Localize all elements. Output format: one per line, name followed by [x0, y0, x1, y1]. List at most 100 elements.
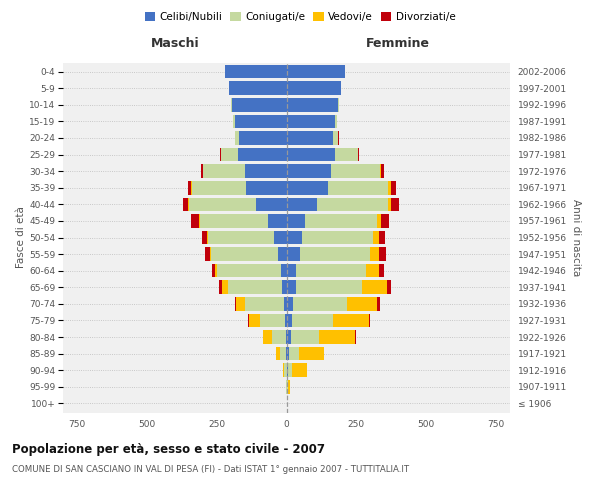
Bar: [238, 148, 287, 162]
Bar: [362, 280, 387, 294]
Bar: [287, 98, 338, 112]
Bar: [285, 314, 287, 327]
Bar: [370, 248, 379, 261]
Bar: [335, 114, 337, 128]
Bar: [274, 230, 287, 244]
Bar: [215, 264, 217, 278]
Bar: [183, 198, 188, 211]
Bar: [287, 65, 345, 78]
Bar: [284, 364, 287, 377]
Bar: [256, 198, 287, 211]
Bar: [287, 131, 332, 145]
Bar: [245, 164, 287, 178]
Bar: [235, 114, 287, 128]
Text: Maschi: Maschi: [151, 37, 199, 50]
Bar: [290, 330, 319, 344]
Text: COMUNE DI SAN CASCIANO IN VAL DI PESA (FI) - Dati ISTAT 1° gennaio 2007 - TUTTIT: COMUNE DI SAN CASCIANO IN VAL DI PESA (F…: [12, 465, 409, 474]
Bar: [289, 347, 299, 360]
Bar: [335, 148, 358, 162]
Bar: [276, 347, 280, 360]
Bar: [191, 181, 246, 194]
Bar: [287, 248, 301, 261]
Bar: [236, 297, 245, 310]
Bar: [287, 330, 290, 344]
Bar: [278, 248, 287, 261]
Y-axis label: Anni di nascita: Anni di nascita: [571, 199, 581, 276]
Bar: [373, 230, 379, 244]
Bar: [263, 330, 272, 344]
Bar: [202, 230, 208, 244]
Bar: [281, 264, 287, 278]
Bar: [317, 198, 388, 211]
Bar: [301, 248, 370, 261]
Bar: [382, 164, 384, 178]
Bar: [191, 214, 199, 228]
Bar: [200, 214, 268, 228]
Bar: [379, 264, 384, 278]
Bar: [296, 280, 362, 294]
Bar: [299, 347, 324, 360]
Bar: [189, 198, 256, 211]
Bar: [292, 364, 307, 377]
Bar: [391, 198, 399, 211]
Bar: [366, 264, 379, 278]
Bar: [379, 230, 385, 244]
Bar: [369, 314, 370, 327]
Bar: [347, 297, 377, 310]
Bar: [280, 347, 286, 360]
Bar: [209, 248, 211, 261]
Bar: [235, 297, 236, 310]
Bar: [249, 314, 260, 327]
Y-axis label: Fasce di età: Fasce di età: [16, 206, 26, 268]
Bar: [239, 131, 287, 145]
Bar: [388, 198, 391, 211]
Bar: [287, 297, 293, 310]
Bar: [283, 364, 284, 377]
Bar: [377, 214, 382, 228]
Bar: [286, 330, 287, 344]
Bar: [288, 364, 292, 377]
Bar: [235, 131, 239, 145]
Bar: [212, 264, 215, 278]
Bar: [382, 214, 389, 228]
Bar: [380, 164, 382, 178]
Bar: [260, 314, 285, 327]
Bar: [296, 264, 366, 278]
Bar: [358, 148, 359, 162]
Bar: [233, 114, 235, 128]
Bar: [232, 98, 287, 112]
Bar: [228, 280, 283, 294]
Bar: [220, 280, 222, 294]
Text: Femmine: Femmine: [366, 37, 430, 50]
Bar: [287, 280, 296, 294]
Bar: [284, 297, 287, 310]
Bar: [211, 248, 278, 261]
Bar: [287, 364, 288, 377]
Bar: [332, 314, 369, 327]
Bar: [293, 297, 347, 310]
Bar: [287, 264, 296, 278]
Bar: [287, 164, 331, 178]
Bar: [391, 181, 396, 194]
Bar: [229, 82, 287, 95]
Bar: [387, 280, 391, 294]
Bar: [287, 314, 292, 327]
Text: Popolazione per età, sesso e stato civile - 2007: Popolazione per età, sesso e stato civil…: [12, 442, 325, 456]
Bar: [221, 148, 238, 162]
Bar: [319, 330, 355, 344]
Bar: [283, 280, 287, 294]
Bar: [287, 198, 317, 211]
Bar: [332, 131, 338, 145]
Bar: [328, 181, 388, 194]
Bar: [287, 230, 302, 244]
Bar: [287, 82, 341, 95]
Bar: [201, 164, 203, 178]
Bar: [287, 214, 305, 228]
Bar: [272, 330, 286, 344]
Bar: [222, 280, 228, 294]
Bar: [287, 114, 335, 128]
Bar: [217, 264, 281, 278]
Bar: [388, 181, 391, 194]
Bar: [268, 214, 287, 228]
Bar: [203, 164, 245, 178]
